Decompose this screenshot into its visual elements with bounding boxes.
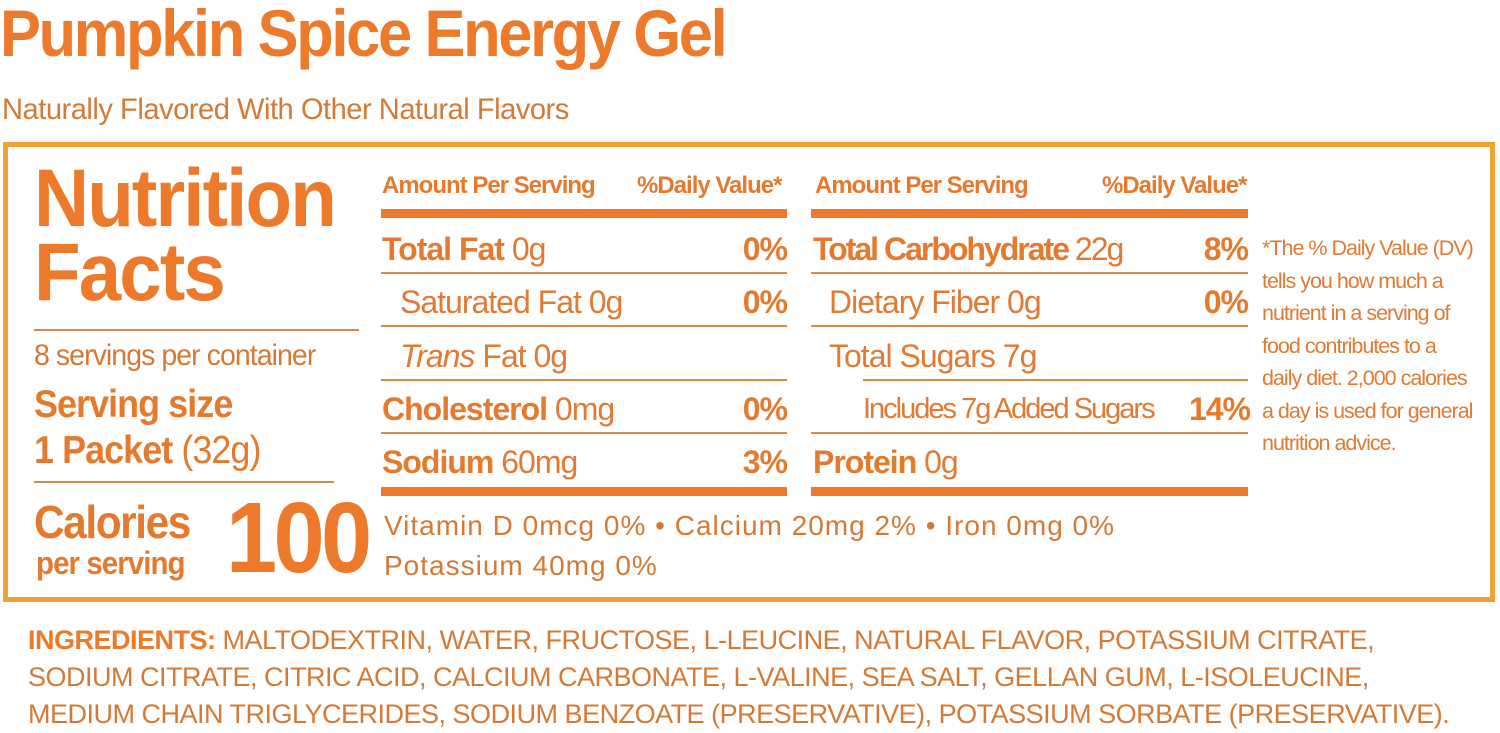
divider	[811, 272, 1248, 274]
serving-size-label: Serving size	[34, 383, 233, 426]
dv-total-fat: 0%	[742, 231, 788, 267]
product-title: Pumpkin Spice Energy Gel	[0, 0, 728, 70]
nutrient-row-trans-fat: Trans Fat 0g	[400, 338, 568, 374]
dv-saturated-fat: 0%	[742, 284, 788, 320]
nutrition-facts-panel	[3, 142, 1495, 602]
thick-divider	[381, 209, 787, 218]
divider	[381, 325, 787, 327]
nutrient-row-total-fat: Total Fat 0g	[382, 231, 546, 267]
nutrient-row-dietary-fiber: Dietary Fiber 0g	[829, 284, 1042, 320]
heading-line-2: Facts	[34, 227, 226, 318]
heading-line-1: Nutrition	[34, 153, 337, 244]
calories-value: 100	[226, 482, 372, 594]
daily-value-footnote: *The % Daily Value (DV) tells you how mu…	[1262, 236, 1474, 455]
serving-size-value: 1 Packet (32g)	[34, 428, 261, 474]
nutrient-row-total-sugars: Total Sugars 7g	[829, 338, 1037, 374]
divider	[34, 329, 359, 331]
ingredients-text: MALTODEXTRIN, WATER, FRUCTOSE, L-LEUCINE…	[28, 625, 1450, 729]
amount-per-serving-header: Amount Per Serving	[382, 172, 596, 199]
divider	[34, 481, 334, 483]
thick-divider	[811, 487, 1248, 496]
product-subtitle: Naturally Flavored With Other Natural Fl…	[2, 93, 569, 126]
thick-divider	[811, 209, 1248, 218]
nutrition-facts-heading: Nutrition Facts	[34, 153, 337, 318]
divider	[381, 379, 787, 381]
calories-label: Calories	[34, 496, 191, 548]
daily-value-header: %Daily Value*	[1102, 172, 1247, 199]
nutrient-row-cholesterol: Cholesterol 0mg	[382, 391, 615, 427]
divider	[381, 432, 787, 434]
nutrient-row-saturated-fat: Saturated Fat 0g	[400, 284, 623, 320]
daily-value-header: %Daily Value*	[637, 172, 782, 199]
dv-cholesterol: 0%	[742, 391, 788, 427]
nutrient-row-sodium: Sodium 60mg	[382, 444, 578, 480]
nutrient-row-total-carbohydrate: Total Carbohydrate 22g	[813, 231, 1124, 267]
nutrient-row-protein: Protein 0g	[813, 444, 959, 480]
dv-total-carbohydrate: 8%	[1203, 231, 1249, 267]
vitamins-minerals: Vitamin D 0mcg 0% • Calcium 20mg 2% • Ir…	[384, 506, 1115, 586]
ingredients-label: INGREDIENTS:	[28, 625, 216, 655]
divider	[381, 272, 787, 274]
vitamins-line-1: Vitamin D 0mcg 0% • Calcium 20mg 2% • Ir…	[384, 510, 1116, 541]
dv-added-sugars: 14%	[1188, 391, 1251, 427]
divider	[811, 432, 1248, 434]
servings-per-container: 8 servings per container	[34, 339, 316, 372]
serving-size: Serving size 1 Packet (32g)	[34, 382, 261, 474]
calories-per-serving-label: per serving	[36, 545, 186, 581]
thick-divider	[381, 487, 787, 496]
dv-sodium: 3%	[742, 444, 788, 480]
divider	[863, 379, 1248, 381]
nutrient-row-added-sugars: Includes 7g Added Sugars	[863, 393, 1156, 425]
vitamins-line-2: Potassium 40mg 0%	[384, 550, 658, 581]
divider	[811, 325, 1248, 327]
dv-dietary-fiber: 0%	[1203, 284, 1249, 320]
serving-size-qty: 1 Packet	[34, 429, 173, 472]
ingredients-list: INGREDIENTS: MALTODEXTRIN, WATER, FRUCTO…	[28, 622, 1468, 733]
serving-size-weight: (32g)	[181, 429, 261, 472]
amount-per-serving-header: Amount Per Serving	[815, 172, 1029, 199]
